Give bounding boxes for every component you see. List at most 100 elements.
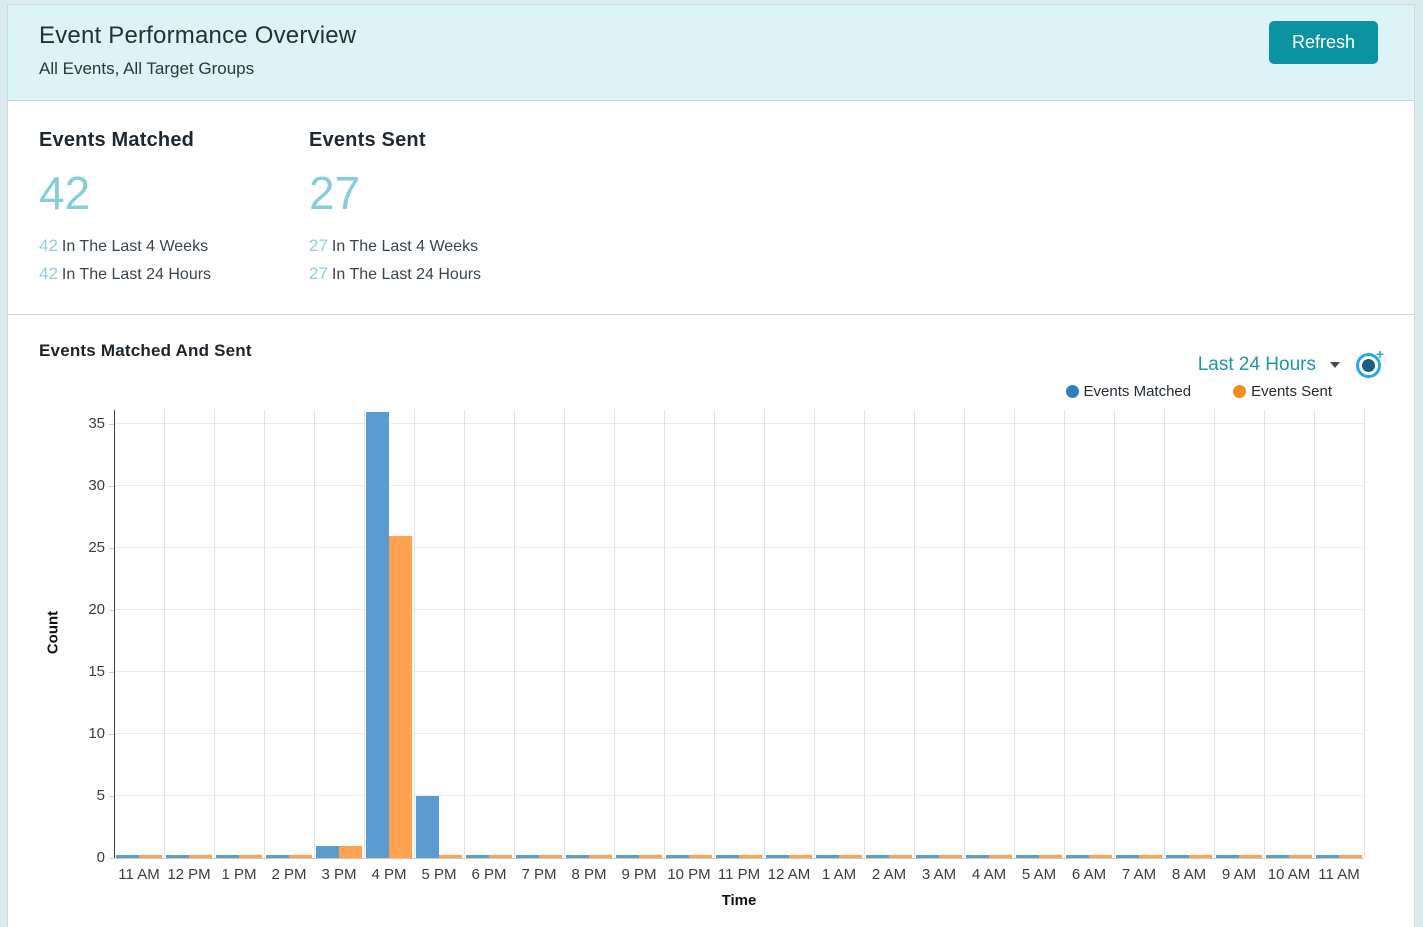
bar-events-matched[interactable]	[1266, 855, 1289, 858]
stat-value: 27	[309, 167, 361, 219]
refresh-button[interactable]: Refresh	[1268, 21, 1378, 64]
y-tick-mark	[109, 734, 114, 735]
bar-events-sent[interactable]	[539, 855, 562, 858]
bar-events-sent[interactable]	[389, 536, 412, 858]
bar-events-matched[interactable]	[916, 855, 939, 858]
bar-events-matched[interactable]	[666, 855, 689, 858]
bar-events-matched[interactable]	[116, 855, 139, 858]
time-range-dropdown[interactable]: Last 24 Hours	[1198, 354, 1340, 376]
x-tick-label: 8 AM	[1171, 866, 1207, 883]
x-tick-label: 7 PM	[521, 866, 557, 883]
y-tick-label: 20	[88, 601, 105, 618]
bar-events-matched[interactable]	[366, 412, 389, 858]
x-tick-label: 11 PM	[717, 866, 761, 883]
grid-line-v	[164, 410, 165, 858]
bar-events-matched[interactable]	[1166, 855, 1189, 858]
y-tick-label: 5	[96, 787, 105, 804]
grid-line-v	[814, 410, 815, 858]
grid-line-v	[1364, 410, 1365, 858]
stat-row-text: In The Last 4 Weeks	[331, 238, 479, 255]
bar-events-sent[interactable]	[689, 855, 712, 858]
bar-events-sent[interactable]	[189, 855, 212, 858]
bar-events-sent[interactable]	[789, 855, 812, 858]
bar-events-matched[interactable]	[766, 855, 789, 858]
bar-events-sent[interactable]	[439, 855, 462, 858]
grid-line-v	[864, 410, 865, 858]
bar-events-sent[interactable]	[839, 855, 862, 858]
grid-line-v	[414, 410, 415, 858]
bar-events-sent[interactable]	[139, 855, 162, 858]
stat-row: 27 In The Last 24 Hours	[309, 260, 579, 288]
grid-line-v	[964, 410, 965, 858]
legend-label: Events Sent	[1251, 383, 1332, 400]
x-axis-line	[114, 858, 1364, 859]
y-tick-mark	[109, 672, 114, 673]
bar-events-matched[interactable]	[1316, 855, 1339, 858]
legend-item-events-sent[interactable]: Events Sent	[1233, 383, 1332, 400]
bar-events-sent[interactable]	[1089, 855, 1112, 858]
grid-line-v	[264, 410, 265, 858]
grid-line-h	[114, 671, 1364, 673]
bar-events-matched[interactable]	[1016, 855, 1039, 858]
bar-events-matched[interactable]	[1066, 855, 1089, 858]
time-range-value: Last 24 Hours	[1197, 354, 1316, 375]
grid-line-v	[1114, 410, 1115, 858]
bar-events-matched[interactable]	[616, 855, 639, 858]
bar-events-matched[interactable]	[866, 855, 889, 858]
bar-events-sent[interactable]	[889, 855, 912, 858]
stat-row-number: 27	[309, 236, 328, 255]
x-tick-label: 5 AM	[1021, 866, 1057, 883]
y-tick-mark	[109, 486, 114, 487]
bar-events-matched[interactable]	[516, 855, 539, 858]
y-tick-label: 0	[96, 849, 105, 866]
bar-events-sent[interactable]	[939, 855, 962, 858]
grid-line-v	[214, 410, 215, 858]
bar-events-matched[interactable]	[716, 855, 739, 858]
x-tick-label: 4 AM	[971, 866, 1007, 883]
bar-events-matched[interactable]	[216, 855, 239, 858]
x-tick-label: 1 PM	[221, 866, 257, 883]
stat-row-text: In The Last 4 Weeks	[61, 238, 209, 255]
stats-section: Events Matched 42 42 In The Last 4 Weeks …	[8, 101, 1414, 315]
bar-events-sent[interactable]	[239, 855, 262, 858]
bar-events-sent[interactable]	[739, 855, 762, 858]
y-tick-mark	[109, 610, 114, 611]
x-tick-label: 9 AM	[1221, 866, 1257, 883]
y-tick-label: 15	[88, 663, 105, 680]
bar-events-sent[interactable]	[489, 855, 512, 858]
bar-events-matched[interactable]	[166, 855, 189, 858]
add-widget-icon[interactable]: +	[1356, 346, 1384, 379]
grid-line-v	[364, 410, 365, 858]
bar-events-sent[interactable]	[289, 855, 312, 858]
dot-shape	[1362, 359, 1375, 372]
stat-events-matched: Events Matched 42 42 In The Last 4 Weeks …	[39, 129, 309, 288]
bar-events-sent[interactable]	[1289, 855, 1312, 858]
bar-events-matched[interactable]	[466, 855, 489, 858]
bar-events-matched[interactable]	[966, 855, 989, 858]
bar-events-sent[interactable]	[989, 855, 1012, 858]
bar-events-matched[interactable]	[566, 855, 589, 858]
bar-events-matched[interactable]	[266, 855, 289, 858]
bar-events-sent[interactable]	[639, 855, 662, 858]
grid-line-h	[114, 609, 1364, 611]
stat-row-number: 42	[39, 236, 58, 255]
x-tick-label: 4 PM	[371, 866, 407, 883]
bar-events-matched[interactable]	[416, 796, 439, 858]
bar-events-sent[interactable]	[1239, 855, 1262, 858]
y-tick-label: 25	[88, 539, 105, 556]
bar-events-matched[interactable]	[816, 855, 839, 858]
bar-events-sent[interactable]	[589, 855, 612, 858]
bar-events-sent[interactable]	[339, 846, 362, 858]
y-tick-label: 35	[88, 415, 105, 432]
bar-events-matched[interactable]	[1216, 855, 1239, 858]
grid-line-v	[1214, 410, 1215, 858]
bar-events-sent[interactable]	[1339, 855, 1362, 858]
bar-events-sent[interactable]	[1189, 855, 1212, 858]
chart-controls: Last 24 Hours +	[1198, 346, 1384, 379]
y-tick-mark	[109, 424, 114, 425]
bar-events-sent[interactable]	[1139, 855, 1162, 858]
legend-item-events-matched[interactable]: Events Matched	[1065, 383, 1191, 400]
bar-events-sent[interactable]	[1039, 855, 1062, 858]
bar-events-matched[interactable]	[1116, 855, 1139, 858]
bar-events-matched[interactable]	[316, 846, 339, 858]
